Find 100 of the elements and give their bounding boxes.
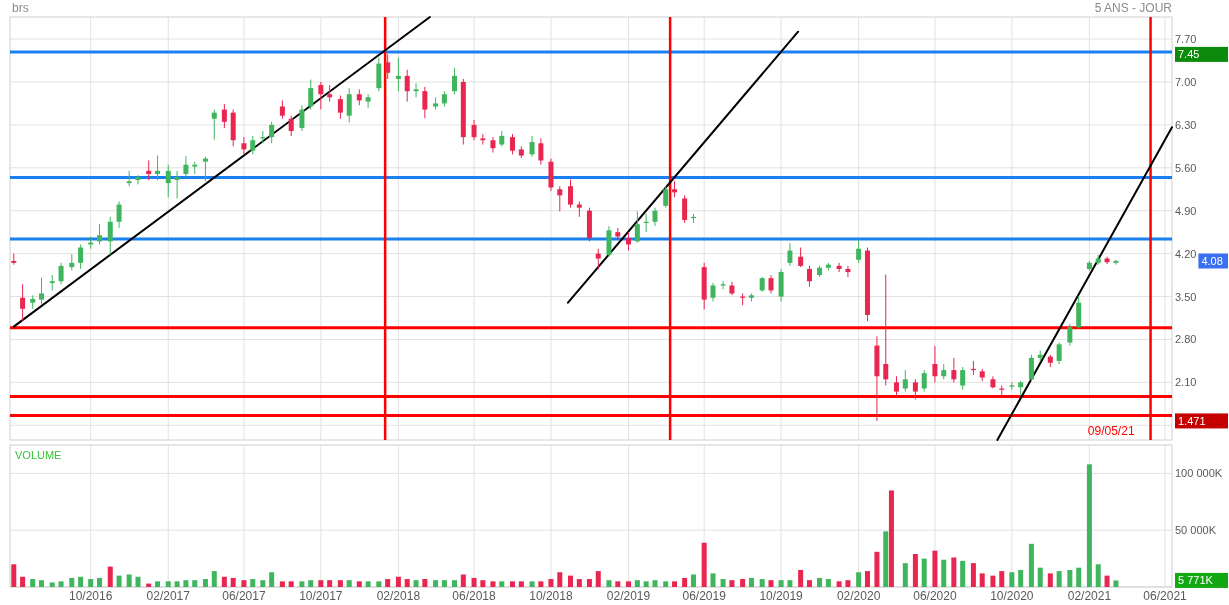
bar [748,577,754,587]
bar [11,564,17,587]
candlestick [308,79,314,111]
candlestick [346,87,352,123]
bar [490,581,496,587]
bar [433,580,439,587]
x-tick-label: 10/2016 [69,589,113,603]
bar [652,580,658,587]
candlestick [318,81,324,111]
candlestick [155,155,161,181]
bar [576,579,582,587]
candlestick [720,280,726,290]
candlestick [806,265,812,288]
bar [990,575,996,587]
bar [356,581,362,587]
bar [864,571,870,587]
candlestick [768,274,774,294]
bar [211,571,217,587]
y-tick-label: 4.20 [1175,247,1197,260]
bar [663,581,669,587]
bar [586,579,592,587]
candlestick [452,67,457,95]
bar [806,580,812,587]
bar [1104,575,1110,587]
bar [970,563,976,587]
x-tick-label: 06/2018 [452,589,497,603]
candlestick [682,194,688,224]
bar [97,577,103,587]
candlestick [299,104,305,132]
bar [1018,569,1024,587]
bar [912,554,918,587]
y-tick-label: 6.30 [1175,118,1197,131]
candlestick [337,94,343,120]
chart-title: brs [12,1,29,15]
bar [260,580,266,587]
candlestick [951,357,957,383]
bar [376,581,382,587]
bar [883,531,889,587]
bar [385,579,391,587]
bar [107,566,113,587]
candlestick [883,273,889,386]
x-tick-label: 06/2019 [682,589,727,603]
candlestick [1056,342,1062,365]
bar [241,580,247,587]
bar [817,577,823,587]
bar [902,563,908,587]
y-tick-label: 5.60 [1175,161,1197,174]
candlestick [490,136,496,153]
bar [798,569,804,587]
bar [836,581,842,587]
candlestick [893,375,899,397]
bar [701,542,707,587]
bar [1113,580,1119,587]
bar [1037,567,1043,587]
bar [404,579,410,587]
candlestick [78,243,84,270]
bar [548,579,554,587]
candlestick [422,86,428,119]
x-tick-label: 02/2021 [1067,589,1112,603]
bar [480,580,486,587]
text: 4.08 [1201,254,1223,267]
bar [39,580,45,587]
bar [729,580,735,587]
bar [538,581,544,587]
bar [1009,572,1015,587]
bar [460,574,466,587]
candlestick [798,247,804,268]
bar [529,581,535,587]
bar [202,579,208,587]
candlestick [960,366,966,391]
bar [606,580,612,587]
text: 1.471 [1178,414,1206,427]
bar [690,574,696,587]
y-tick-label: 2.10 [1175,376,1197,389]
candlestick [116,201,122,229]
bar [999,571,1005,587]
bar [825,579,831,587]
bar [499,581,505,587]
bar [250,579,256,587]
candlestick [279,99,285,120]
candlestick [1113,259,1119,266]
candlestick [652,207,658,227]
x-tick-label: 02/2019 [606,589,651,603]
ref-line-label: 09/05/21 [1087,424,1135,438]
bar [452,580,457,587]
bar [299,581,305,587]
x-tick-label: 02/2018 [376,589,421,603]
bar [78,576,84,587]
candlestick [241,136,247,155]
bar [183,580,189,587]
bar [126,574,132,587]
y-tick-label: 7.00 [1175,75,1197,88]
x-tick-label: 10/2017 [299,589,343,603]
bar [568,575,574,587]
bar [308,580,314,587]
bar [1086,464,1092,587]
bar [441,580,447,587]
bar [337,580,343,587]
candlestick [856,239,862,264]
candlestick [165,164,171,198]
